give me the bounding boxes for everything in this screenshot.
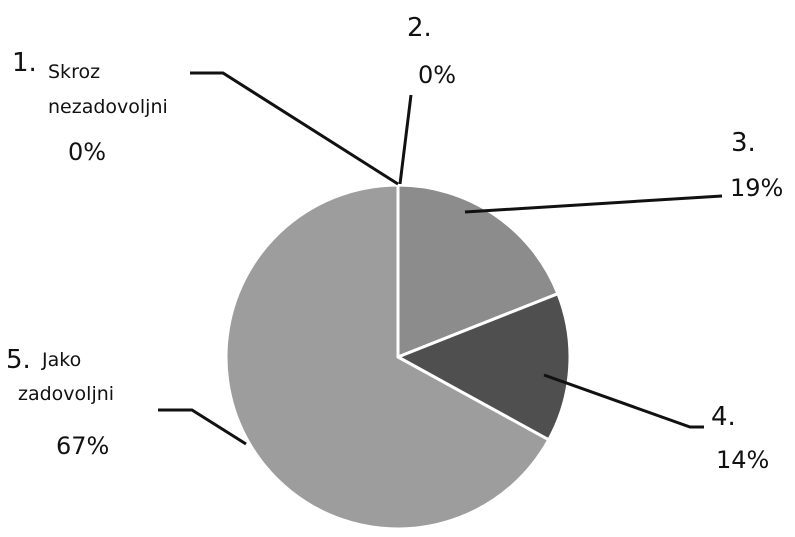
pie-slice-4 — [394, 291, 572, 442]
label-4-percent: 14% — [716, 446, 770, 474]
label-1-text2: nezadovoljni — [48, 96, 168, 118]
leader-line-1 — [190, 71, 399, 186]
pie-slice-5 — [224, 183, 551, 531]
label-1-text: Skroz — [48, 61, 101, 83]
pie-slice-3 — [396, 183, 560, 360]
label-2-percent: 0% — [418, 61, 457, 89]
label-2-number: 2. — [407, 13, 432, 43]
leader-line-2 — [398, 94, 413, 185]
label-1-number: 1. — [12, 48, 37, 78]
label-5-text2: zadovoljni — [18, 383, 115, 405]
leader-line-4 — [543, 373, 704, 429]
leader-line-3 — [464, 194, 723, 214]
label-1-percent: 0% — [68, 138, 107, 166]
label-3-number: 3. — [731, 128, 756, 158]
label-3-percent: 19% — [730, 174, 784, 202]
label-4-number: 4. — [711, 402, 736, 432]
label-5-number: 5. — [6, 345, 31, 375]
leader-line-5 — [158, 408, 247, 446]
label-5-percent: 67% — [56, 432, 110, 460]
label-5-text: Jako — [42, 349, 82, 371]
